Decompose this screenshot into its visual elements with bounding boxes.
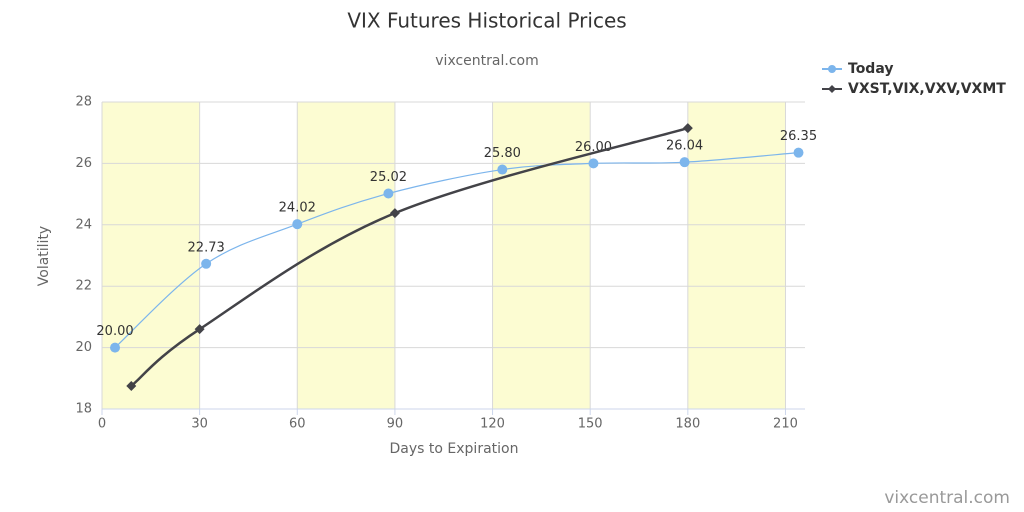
y-tick-label: 20: [75, 340, 92, 355]
point: [292, 219, 303, 230]
point: [497, 164, 508, 175]
x-tick-label: 60: [289, 417, 306, 432]
point: [682, 123, 693, 134]
point: [194, 324, 205, 335]
y-tick-label: 24: [75, 217, 92, 232]
y-tick-label: 28: [75, 95, 92, 110]
series-line: [130, 126, 689, 387]
point: [110, 342, 121, 353]
shaded-band: [492, 102, 591, 409]
legend-label[interactable]: VXST,VIX,VXV,VXMT: [848, 81, 1006, 97]
shaded-band: [687, 102, 786, 409]
point: [793, 147, 804, 158]
data-label: 22.73: [188, 240, 225, 255]
point: [201, 258, 212, 269]
point: [588, 158, 599, 169]
x-tick-label: 0: [98, 417, 106, 432]
y-tick-label: 22: [75, 279, 92, 294]
x-tick-label: 150: [578, 417, 603, 432]
legend-marker: [828, 85, 836, 93]
data-label: 26.04: [666, 139, 703, 154]
x-tick-label: 90: [387, 417, 404, 432]
point: [126, 380, 137, 391]
x-tick-label: 30: [191, 417, 208, 432]
chart-subtitle: vixcentral.com: [435, 53, 538, 69]
point: [389, 208, 400, 219]
y-axis-label: Volatility: [36, 226, 52, 286]
data-label: 20.00: [96, 324, 133, 339]
chart-title: VIX Futures Historical Prices: [347, 9, 626, 33]
point: [383, 188, 394, 199]
y-tick-label: 26: [75, 156, 92, 171]
x-axis-label: Days to Expiration: [390, 441, 519, 457]
y-tick-label: 18: [75, 402, 92, 417]
data-label: 25.80: [484, 146, 521, 161]
shaded-band: [102, 102, 200, 409]
data-label: 26.35: [780, 129, 817, 144]
point: [679, 157, 690, 168]
legend-label[interactable]: Today: [848, 61, 893, 77]
x-tick-label: 180: [675, 417, 700, 432]
watermark: vixcentral.com: [884, 488, 1010, 508]
x-tick-label: 120: [480, 417, 505, 432]
x-tick-label: 210: [773, 417, 798, 432]
legend-marker: [828, 65, 836, 73]
data-label: 25.02: [370, 170, 407, 185]
data-label: 24.02: [279, 201, 316, 216]
